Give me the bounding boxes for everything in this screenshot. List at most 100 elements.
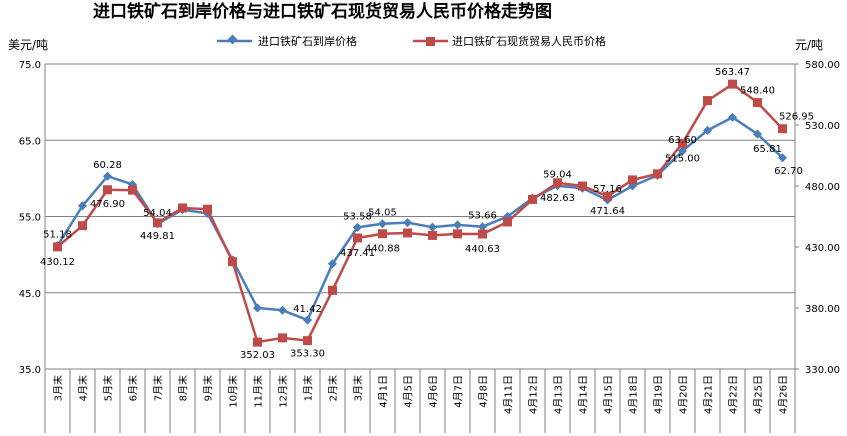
legend-label-series-1: 进口铁矿石到岸价格 — [258, 34, 357, 48]
series-1-point — [302, 315, 313, 325]
x-tick-label: 4月5日 — [403, 375, 415, 408]
series-2-point — [478, 229, 487, 239]
x-tick-label: 4月19日 — [653, 375, 665, 414]
x-tick-label: 4月末 — [77, 375, 90, 401]
series-1-data-label: 65.81 — [753, 144, 782, 155]
x-tick-labels: 3月末 4月末 5月末 6月末 7月末 8月末 9月末 10月末 11月末 12月末 1月末 2月末 3… — [52, 375, 790, 414]
legend-entry-series-1: 进口铁矿石到岸价格 — [217, 34, 357, 48]
right-tick-label: 430.00 — [805, 243, 840, 254]
x-tick-label: 4月8日 — [478, 375, 490, 408]
series-2-point — [778, 124, 787, 134]
series-2-point — [503, 217, 512, 227]
series-2-point — [528, 194, 537, 204]
series-1-point — [77, 201, 88, 211]
series-1-point — [252, 303, 263, 313]
series-2-point — [328, 285, 337, 295]
left-tick-label: 45.0 — [19, 289, 41, 300]
x-tick-label: 4月6日 — [428, 375, 440, 408]
x-tick-label: 4月15日 — [603, 375, 615, 414]
series-2-point — [228, 257, 237, 267]
x-tick-label: 4月13日 — [553, 375, 565, 414]
series-2-point — [378, 229, 387, 239]
series-1-data-label: 51.18 — [43, 230, 72, 241]
x-tick-label: 3月末 — [352, 375, 365, 401]
x-tick-label: 8月末 — [177, 375, 190, 401]
series-2-point — [453, 229, 462, 239]
series-2-point — [53, 242, 62, 252]
series-2-data-label: 563.47 — [715, 67, 750, 78]
series-2-data-label: 440.88 — [365, 244, 400, 255]
series-2-data-label: 476.90 — [90, 199, 125, 210]
x-tick-label: 4月20日 — [678, 375, 690, 414]
x-tick-label: 4月12日 — [528, 375, 540, 414]
right-tick-label: 480.00 — [805, 182, 840, 193]
left-tick-label: 75.0 — [19, 60, 41, 71]
right-tick-label: 380.00 — [805, 304, 840, 315]
series-2-point — [753, 98, 762, 108]
series-2-point — [253, 337, 262, 347]
series-1-data-label: 59.04 — [543, 170, 572, 181]
series-1-data-label: 53.58 — [343, 211, 372, 222]
left-tick-label: 35.0 — [19, 365, 41, 376]
left-y-tick-labels: 35.0 45.0 55.0 65.0 75.0 — [19, 60, 41, 376]
x-tick-label: 7月末 — [152, 375, 165, 401]
x-tick-label: 4月11日 — [503, 375, 515, 414]
series-2-point — [653, 169, 662, 179]
axes — [44, 63, 799, 433]
series-2-point — [203, 204, 212, 214]
series-1-point — [427, 222, 438, 232]
series-1-data-label: 62.70 — [774, 166, 803, 177]
series-2-point — [403, 228, 412, 238]
series-1-point — [277, 305, 288, 315]
series-2-point — [428, 230, 437, 240]
series-1-data-label: 60.28 — [93, 160, 122, 171]
right-y-tick-labels: 330.00 380.00 430.00 480.00 530.00 580.00 — [805, 60, 840, 376]
x-tick-label: 6月末 — [127, 375, 140, 401]
series-2-point — [353, 233, 362, 243]
series-1-data-label: 53.66 — [468, 211, 497, 222]
series-2-data-label: 430.12 — [40, 257, 75, 268]
series-2-point — [703, 96, 712, 106]
left-tick-label: 65.0 — [19, 136, 41, 147]
x-tick-label: 4月14日 — [578, 375, 590, 414]
series-2-data-label: 482.63 — [540, 193, 575, 204]
x-tick-label: 4月26日 — [778, 375, 790, 414]
x-tick-label: 5月末 — [102, 375, 115, 401]
series-2-point — [628, 175, 637, 185]
series-1-data-label: 54.04 — [143, 208, 172, 219]
x-tick-label: 1月末 — [302, 375, 315, 401]
x-tick-label: 4月21日 — [703, 375, 715, 414]
series-2-point — [103, 185, 112, 195]
series-2-point — [153, 218, 162, 228]
series-2-point — [728, 79, 737, 89]
series-1-data-label: 57.16 — [593, 184, 622, 195]
series-2-data-label: 437.41 — [340, 248, 375, 259]
x-tick-label: 4月1日 — [378, 375, 390, 408]
right-tick-label: 580.00 — [805, 60, 840, 71]
series-2-data-label: 471.64 — [590, 206, 625, 217]
series-2-point — [603, 191, 612, 201]
series-1-data-label: 63.60 — [668, 135, 697, 146]
series-2-data-label: 526.95 — [779, 112, 814, 123]
series-1-point — [377, 219, 388, 229]
x-tick-label: 12月末 — [277, 375, 290, 408]
series-2-point — [278, 333, 287, 343]
series-2-point — [303, 336, 312, 346]
series-1-point — [452, 220, 463, 230]
series-1-point — [402, 218, 413, 228]
left-axis-unit: 美元/吨 — [8, 38, 48, 52]
x-tick-label: 2月末 — [327, 375, 340, 401]
legend-label-series-2: 进口铁矿石现货贸易人民币价格 — [452, 34, 606, 48]
chart-title: 进口铁矿石到岸价格与进口铁矿石现货贸易人民币价格走势图 — [93, 1, 552, 22]
x-tick-label: 11月末 — [252, 375, 265, 408]
x-tick-label: 9月末 — [202, 375, 215, 401]
legend: 进口铁矿石到岸价格 进口铁矿石现货贸易人民币价格 — [217, 34, 606, 48]
series-2-point — [578, 181, 587, 191]
x-tick-label: 4月22日 — [728, 375, 740, 414]
series-2-point — [678, 138, 687, 148]
legend-entry-series-2: 进口铁矿石现货贸易人民币价格 — [413, 34, 606, 48]
series-2-point — [553, 178, 562, 188]
series-2-point — [178, 203, 187, 213]
right-tick-label: 530.00 — [805, 121, 840, 132]
